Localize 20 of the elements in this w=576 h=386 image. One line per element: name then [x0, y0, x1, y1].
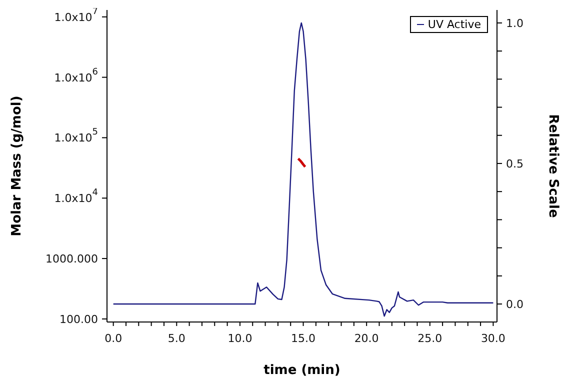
- y-tick-label: 1.0x10$^{5}$: [54, 128, 98, 144]
- x-tick-label: 0.0: [104, 332, 122, 344]
- y-tick-label: 1.0x10$^{6}$: [54, 67, 98, 84]
- x-tick-label: 30.0: [480, 332, 506, 344]
- line-series: [296, 157, 306, 168]
- y2-tick-label: 1.0: [506, 16, 524, 30]
- y-tick-label: 1.0x10$^{4}$: [54, 188, 98, 205]
- y2-axis-title: Relative Scale: [545, 114, 560, 218]
- y-tick-label: 1000.000: [46, 252, 98, 266]
- x-tick-label: 15.0: [291, 332, 316, 344]
- x-tick-label: 5.0: [168, 332, 186, 344]
- y-tick-label: 100.00: [60, 312, 98, 326]
- legend-label: UV Active: [428, 18, 481, 31]
- x-tick-label: 20.0: [354, 332, 379, 344]
- x-axis-title: time (min): [264, 363, 340, 378]
- x-tick-label: 25.0: [418, 332, 442, 344]
- y2-tick-label: 0.0: [506, 298, 524, 311]
- y-axis-title: Molar Mass (g/mol): [10, 96, 25, 236]
- y2-tick-label: 0.5: [506, 156, 524, 170]
- x-tick-label: 10.0: [228, 332, 252, 344]
